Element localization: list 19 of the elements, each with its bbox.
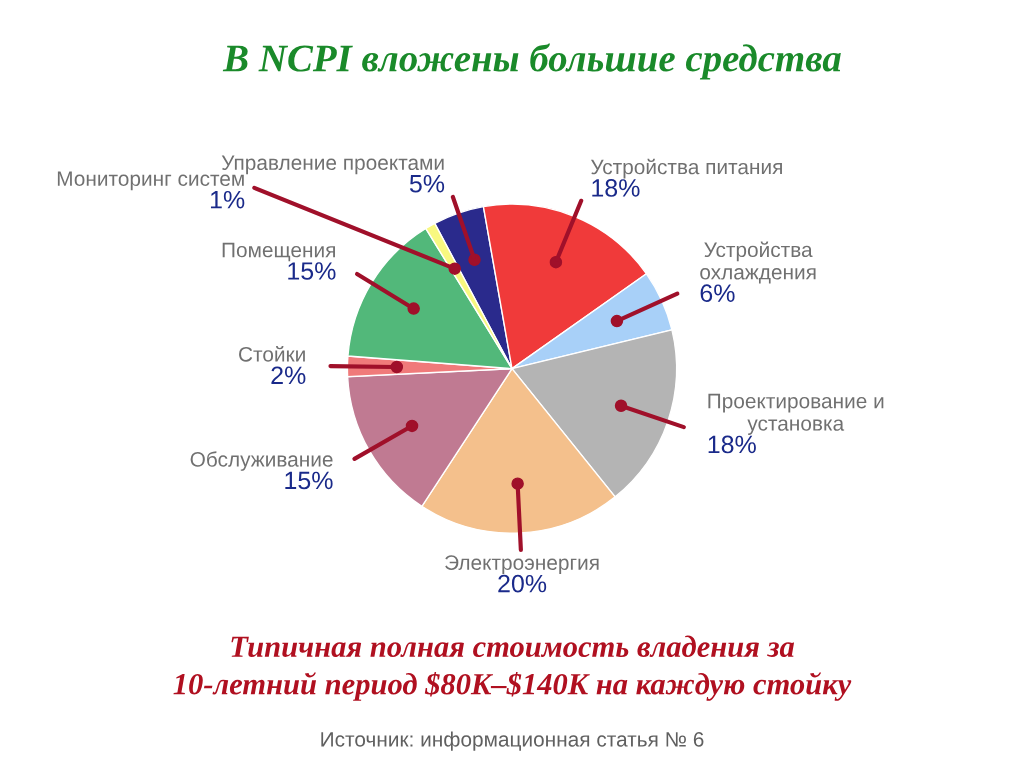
- data-label: 20%: [498, 574, 547, 593]
- data-label: 1%: [210, 190, 245, 209]
- slice-label: Электроэнергия: [445, 555, 599, 575]
- slice-label: Обслуживание: [190, 451, 333, 471]
- slice-label: Помещения: [222, 242, 335, 262]
- data-label: 18%: [708, 435, 756, 454]
- text: Типичная полная стоимость владения за 10-летний период $80K–$140K на каждую стойку: [173, 635, 852, 701]
- slice-label: Проектирование и установка: [708, 393, 884, 435]
- chart-title: В NCPI вложены большие средства: [222, 43, 841, 80]
- slice-label: Стойки: [239, 345, 305, 362]
- data-label: 15%: [288, 262, 336, 280]
- slice-label: Устройства охлаждения: [700, 241, 816, 284]
- data-label: 2%: [271, 366, 306, 385]
- data-label: 6%: [700, 284, 735, 303]
- data-label: 15%: [285, 471, 333, 490]
- slice-label: Устройства питания: [590, 158, 782, 179]
- text: Источник: информационная статья № 6: [321, 731, 704, 751]
- data-label: 18%: [592, 179, 640, 197]
- data-label: 5%: [409, 174, 445, 193]
